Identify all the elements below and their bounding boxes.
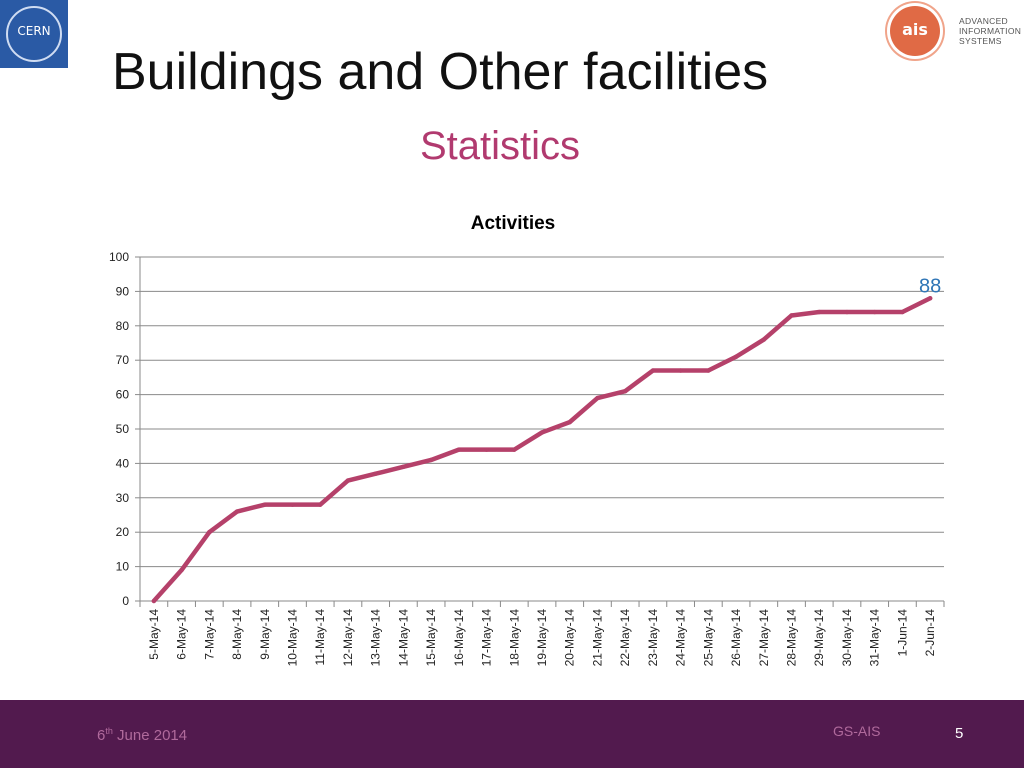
chart-title: Activities xyxy=(471,213,555,234)
ais-badge: ais xyxy=(890,6,940,56)
data-point xyxy=(622,388,628,394)
x-tick-label: 29-May-14 xyxy=(812,609,826,667)
cern-logo: CERN xyxy=(0,0,68,68)
x-axis: 5-May-14 6-May-14 7-May-14 8-May-14 9-May-14… xyxy=(139,600,945,667)
data-point xyxy=(151,598,157,604)
footer-date-day: 6 xyxy=(97,727,106,744)
x-tick-label: 5-May-14 xyxy=(147,609,161,660)
x-tick-label: 11-May-14 xyxy=(313,609,327,666)
data-point xyxy=(456,447,462,452)
ais-word: SYSTEMS xyxy=(959,36,1002,46)
x-tick-label: 8-May-14 xyxy=(230,609,244,660)
activities-chart: Activities 0 10 20 30 40 50 60 70 80 90 100 5-May-… xyxy=(109,213,945,667)
y-axis: 0 10 20 30 40 50 60 70 80 90 100 xyxy=(109,250,141,608)
x-tick-label: 2-Jun-14 xyxy=(923,609,937,657)
cern-logo-ring xyxy=(6,6,62,62)
data-point xyxy=(345,478,351,483)
x-tick-label: 13-May-14 xyxy=(369,609,383,667)
x-tick-label: 22-May-14 xyxy=(618,609,632,667)
data-point xyxy=(179,567,184,573)
y-tick-label: 50 xyxy=(116,422,130,436)
x-tick-label: 28-May-14 xyxy=(785,609,799,667)
footer-bar: 6th June 2014 GS-AIS 5 xyxy=(0,700,1024,768)
x-tick-label: 9-May-14 xyxy=(258,609,272,660)
x-tick-label: 7-May-14 xyxy=(202,609,216,660)
x-tick-label: 25-May-14 xyxy=(701,609,715,667)
data-point xyxy=(567,419,572,425)
y-tick-label: 20 xyxy=(116,525,130,539)
data-point xyxy=(484,447,489,452)
data-point xyxy=(900,309,905,315)
y-tick-label: 80 xyxy=(116,319,130,333)
y-tick-label: 30 xyxy=(116,491,130,505)
x-tick-label: 16-May-14 xyxy=(452,609,466,667)
x-tick-label: 31-May-14 xyxy=(868,609,882,667)
page-number: 5 xyxy=(955,725,964,742)
x-tick-label: 23-May-14 xyxy=(646,609,660,667)
x-tick-label: 10-May-14 xyxy=(285,609,299,667)
y-tick-label: 0 xyxy=(122,594,129,608)
data-label: 88 xyxy=(919,275,941,297)
data-point xyxy=(927,296,933,301)
data-point xyxy=(207,530,212,535)
y-tick-label: 100 xyxy=(109,250,129,264)
x-tick-label: 20-May-14 xyxy=(563,609,577,667)
data-point xyxy=(650,368,656,373)
data-point xyxy=(539,430,545,435)
y-tick-label: 60 xyxy=(116,388,130,402)
data-point xyxy=(401,464,406,470)
ais-word: ADVANCED xyxy=(959,16,1009,26)
data-point xyxy=(678,368,683,373)
footer-date-rest: June 2014 xyxy=(112,727,188,744)
y-tick-label: 90 xyxy=(116,284,130,298)
data-point xyxy=(512,447,517,452)
ais-logo: ais ADVANCED INFORMATION SYSTEMS xyxy=(884,2,1024,56)
x-tick-label: 21-May-14 xyxy=(590,609,604,667)
x-tick-label: 1-Jun-14 xyxy=(895,609,909,657)
data-point xyxy=(789,313,794,318)
data-point xyxy=(290,502,295,507)
page-subtitle: Statistics xyxy=(420,124,581,168)
data-point xyxy=(318,502,323,507)
x-tick-label: 18-May-14 xyxy=(507,609,521,667)
x-tick-label: 17-May-14 xyxy=(480,609,494,667)
x-tick-label: 27-May-14 xyxy=(757,609,771,667)
data-point xyxy=(761,337,766,342)
y-tick-label: 40 xyxy=(116,456,130,470)
data-point xyxy=(428,457,434,463)
footer-date-suffix: th xyxy=(105,726,113,736)
y-tick-label: 10 xyxy=(116,560,130,574)
data-point xyxy=(733,354,739,359)
ais-badge-text: ais xyxy=(902,20,928,39)
x-tick-label: 6-May-14 xyxy=(175,609,189,660)
x-tick-label: 12-May-14 xyxy=(341,609,355,667)
chart-gridlines xyxy=(140,256,944,568)
x-tick-label: 19-May-14 xyxy=(535,609,549,667)
data-point xyxy=(872,309,877,315)
data-point xyxy=(817,309,822,315)
data-point xyxy=(844,309,850,315)
ais-logo-words: ADVANCED INFORMATION SYSTEMS xyxy=(959,16,1021,46)
plot-area: 88 xyxy=(151,275,941,604)
data-point xyxy=(234,509,240,514)
data-point xyxy=(373,471,378,476)
y-tick-label: 70 xyxy=(116,353,130,367)
x-tick-label: 30-May-14 xyxy=(840,609,854,667)
footer-org: GS-AIS xyxy=(833,723,881,739)
data-point xyxy=(262,502,267,507)
x-tick-label: 14-May-14 xyxy=(396,609,410,667)
cern-logo-text: CERN xyxy=(17,24,51,38)
data-point xyxy=(706,368,711,373)
footer-date: 6th June 2014 xyxy=(97,726,187,744)
x-tick-label: 26-May-14 xyxy=(729,609,743,667)
data-point xyxy=(595,395,600,401)
page-title: Buildings and Other facilities xyxy=(112,43,769,101)
ais-word: INFORMATION xyxy=(959,26,1022,36)
series-line xyxy=(151,296,933,604)
x-tick-label: 15-May-14 xyxy=(424,609,438,667)
x-tick-label: 24-May-14 xyxy=(674,609,688,667)
